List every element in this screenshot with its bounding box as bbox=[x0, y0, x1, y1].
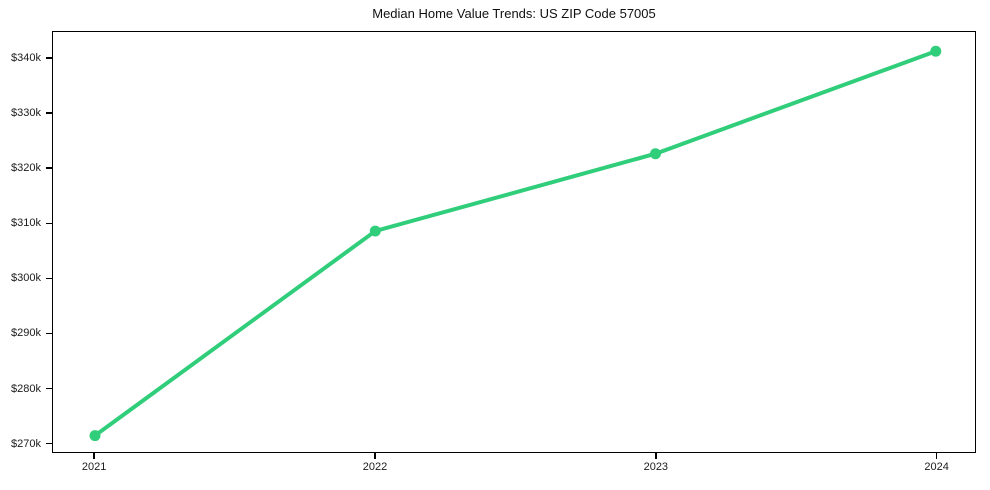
x-tick-label: 2021 bbox=[81, 461, 107, 473]
y-tick-mark bbox=[46, 222, 52, 225]
y-tick-label: $330k bbox=[11, 107, 41, 120]
y-tick-label: $340k bbox=[11, 51, 41, 64]
y-tick-mark bbox=[46, 167, 52, 169]
trend-line bbox=[93, 49, 938, 438]
y-tick-mark bbox=[46, 57, 52, 59]
plot-area bbox=[52, 31, 976, 453]
data-point-marker bbox=[369, 225, 381, 237]
y-tick-mark bbox=[46, 277, 52, 280]
y-tick-mark bbox=[46, 442, 52, 445]
x-tick-mark bbox=[374, 453, 376, 459]
x-tick-label: 2024 bbox=[924, 461, 949, 473]
data-point-marker bbox=[930, 45, 942, 57]
y-tick-mark bbox=[46, 332, 52, 335]
line-series-canvas bbox=[89, 45, 942, 442]
data-point-marker bbox=[650, 148, 661, 160]
y-tick-label: $300k bbox=[11, 272, 41, 285]
y-tick-label: $270k bbox=[11, 437, 41, 450]
chart-title: Median Home Value Trends: US ZIP Code 57… bbox=[372, 6, 656, 21]
y-tick-mark bbox=[46, 112, 52, 114]
x-tick-mark bbox=[935, 453, 938, 459]
y-tick-label: $310k bbox=[11, 217, 41, 230]
data-point-marker bbox=[89, 430, 101, 442]
y-tick-mark bbox=[46, 387, 52, 390]
x-tick-mark bbox=[655, 453, 657, 459]
y-tick-label: $290k bbox=[11, 327, 41, 340]
y-tick-label: $320k bbox=[11, 162, 41, 175]
y-tick-label: $280k bbox=[11, 382, 41, 395]
x-tick-mark bbox=[93, 453, 95, 459]
x-tick-label: 2023 bbox=[643, 461, 669, 473]
x-tick-label: 2022 bbox=[362, 461, 388, 473]
